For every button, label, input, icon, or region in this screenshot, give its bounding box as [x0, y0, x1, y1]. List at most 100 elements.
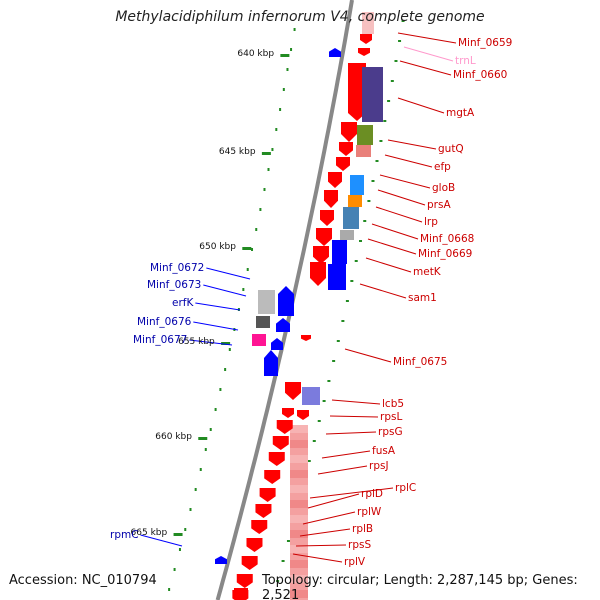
- gene-arrow-forward: [348, 63, 366, 121]
- gene-label-minf_0677: Minf_0677: [133, 334, 188, 346]
- gene-arrow-forward: [240, 574, 252, 584]
- gene-arrow-forward: [276, 420, 293, 434]
- gene-arrow-forward: [246, 538, 263, 552]
- ring-dot: [345, 300, 349, 302]
- gene-stripe: [290, 485, 308, 493]
- kbp-tick-mark: [221, 342, 231, 345]
- gene-label-rpsl: rpsL: [380, 411, 403, 423]
- kbp-tick-mark: [198, 437, 208, 440]
- gene-label-sam1: sam1: [408, 292, 437, 304]
- ring-dot: [275, 128, 278, 131]
- gene-arrow-forward: [324, 190, 338, 208]
- gene-domain-box: [356, 145, 371, 157]
- gene-stripe: [290, 515, 308, 523]
- gene-stripe: [290, 575, 308, 583]
- gene-box-light: [290, 425, 308, 600]
- ring-dot: [363, 220, 367, 222]
- kbp-tick-label: 660 kbp: [155, 432, 192, 442]
- gene-label-efp: efp: [434, 161, 451, 173]
- gene-stripe: [290, 560, 308, 568]
- ring-dot: [312, 440, 316, 442]
- ring-dot: [286, 540, 290, 542]
- gene-label-prsa: prsA: [427, 199, 451, 211]
- ring-dot: [255, 228, 258, 231]
- ring-dot: [327, 380, 331, 382]
- kbp-tick-label: 640 kbp: [237, 49, 275, 59]
- kbp-tick-label: 645 kbp: [218, 147, 256, 157]
- ring-dot: [228, 348, 231, 351]
- ring-dot: [383, 120, 387, 122]
- ring-dot: [336, 340, 340, 342]
- gene-domain-box: [350, 175, 364, 195]
- ring-dot: [259, 208, 262, 211]
- ring-dot: [281, 560, 285, 562]
- gene-domain-box: [340, 230, 354, 240]
- gene-arrow-reverse: [264, 350, 278, 376]
- gene-box: [362, 12, 374, 34]
- gene-arrow-forward: [358, 48, 370, 56]
- label-leader-line: [371, 223, 419, 240]
- gene-stripe: [290, 545, 308, 553]
- gene-label-minf_0668: Minf_0668: [420, 233, 475, 245]
- gene-label-rpld: rplD: [361, 488, 383, 500]
- label-leader-line: [384, 154, 433, 168]
- ring-dot: [214, 408, 217, 411]
- gene-label-minf_0675: Minf_0675: [393, 356, 448, 368]
- ring-dot: [387, 100, 391, 102]
- gene-stripe: [290, 455, 308, 463]
- gene-domain-box: [258, 290, 275, 314]
- kbp-tick-mark: [173, 533, 183, 536]
- gene-box-reverse: [332, 240, 347, 264]
- gene-arrow-forward: [282, 408, 294, 418]
- label-leader-line: [140, 534, 183, 547]
- label-leader-line: [292, 553, 343, 563]
- gene-arrow-forward: [234, 588, 248, 600]
- label-leader-line: [331, 399, 381, 405]
- ring-dot: [390, 80, 394, 82]
- ring-dot: [251, 248, 254, 251]
- gene-arrow-forward: [320, 210, 334, 226]
- ring-dot: [282, 88, 285, 91]
- ring-dot: [354, 260, 358, 262]
- label-leader-line: [325, 431, 377, 435]
- ring-dot: [375, 160, 379, 162]
- gene-label-metk: metK: [413, 266, 441, 278]
- gene-domain-box: [252, 334, 266, 346]
- genome-info-text: Topology: circular; Length: 2,287,145 bp…: [262, 573, 578, 600]
- label-leader-line: [344, 348, 392, 363]
- accession-text: Accession: NC_010794: [9, 573, 157, 588]
- gene-label-fusa: fusA: [372, 445, 396, 457]
- label-leader-line: [321, 450, 371, 459]
- ring-dot: [246, 268, 249, 271]
- gene-stripe: [290, 500, 308, 508]
- gene-box-reverse: [328, 264, 346, 290]
- label-leader-line: [397, 32, 457, 44]
- gene-arrow-forward: [255, 504, 272, 518]
- gene-arrow-forward: [268, 452, 285, 466]
- ring-dot: [271, 148, 274, 151]
- gene-domain-box: [362, 67, 383, 122]
- gene-label-rpsj: rpsJ: [369, 460, 389, 472]
- ring-dot: [199, 468, 202, 471]
- ring-dot: [209, 428, 212, 431]
- gene-arrow-reverse: [276, 318, 290, 332]
- label-leader-line: [309, 487, 394, 499]
- gene-stripe: [290, 530, 308, 538]
- label-leader-line: [307, 493, 360, 509]
- label-leader-line: [317, 465, 368, 475]
- gene-arrow-forward: [272, 436, 289, 450]
- gene-arrow-forward: [259, 488, 276, 502]
- gene-domain-box: [302, 387, 320, 405]
- gene-stripe: [290, 425, 308, 433]
- map-title: Methylacidiphilum infernorum V4, complet…: [115, 9, 485, 25]
- gene-arrow-reverse: [271, 338, 283, 350]
- label-leader-line: [195, 302, 241, 311]
- gene-label-minf_0672: Minf_0672: [150, 262, 205, 274]
- ring-dot: [401, 20, 405, 22]
- ring-dot: [350, 280, 354, 282]
- gene-arrow-forward: [251, 520, 268, 534]
- kbp-tick-label: 650 kbp: [199, 242, 236, 252]
- gene-label-trnl: trnL: [455, 55, 476, 67]
- label-leader-line: [377, 189, 426, 206]
